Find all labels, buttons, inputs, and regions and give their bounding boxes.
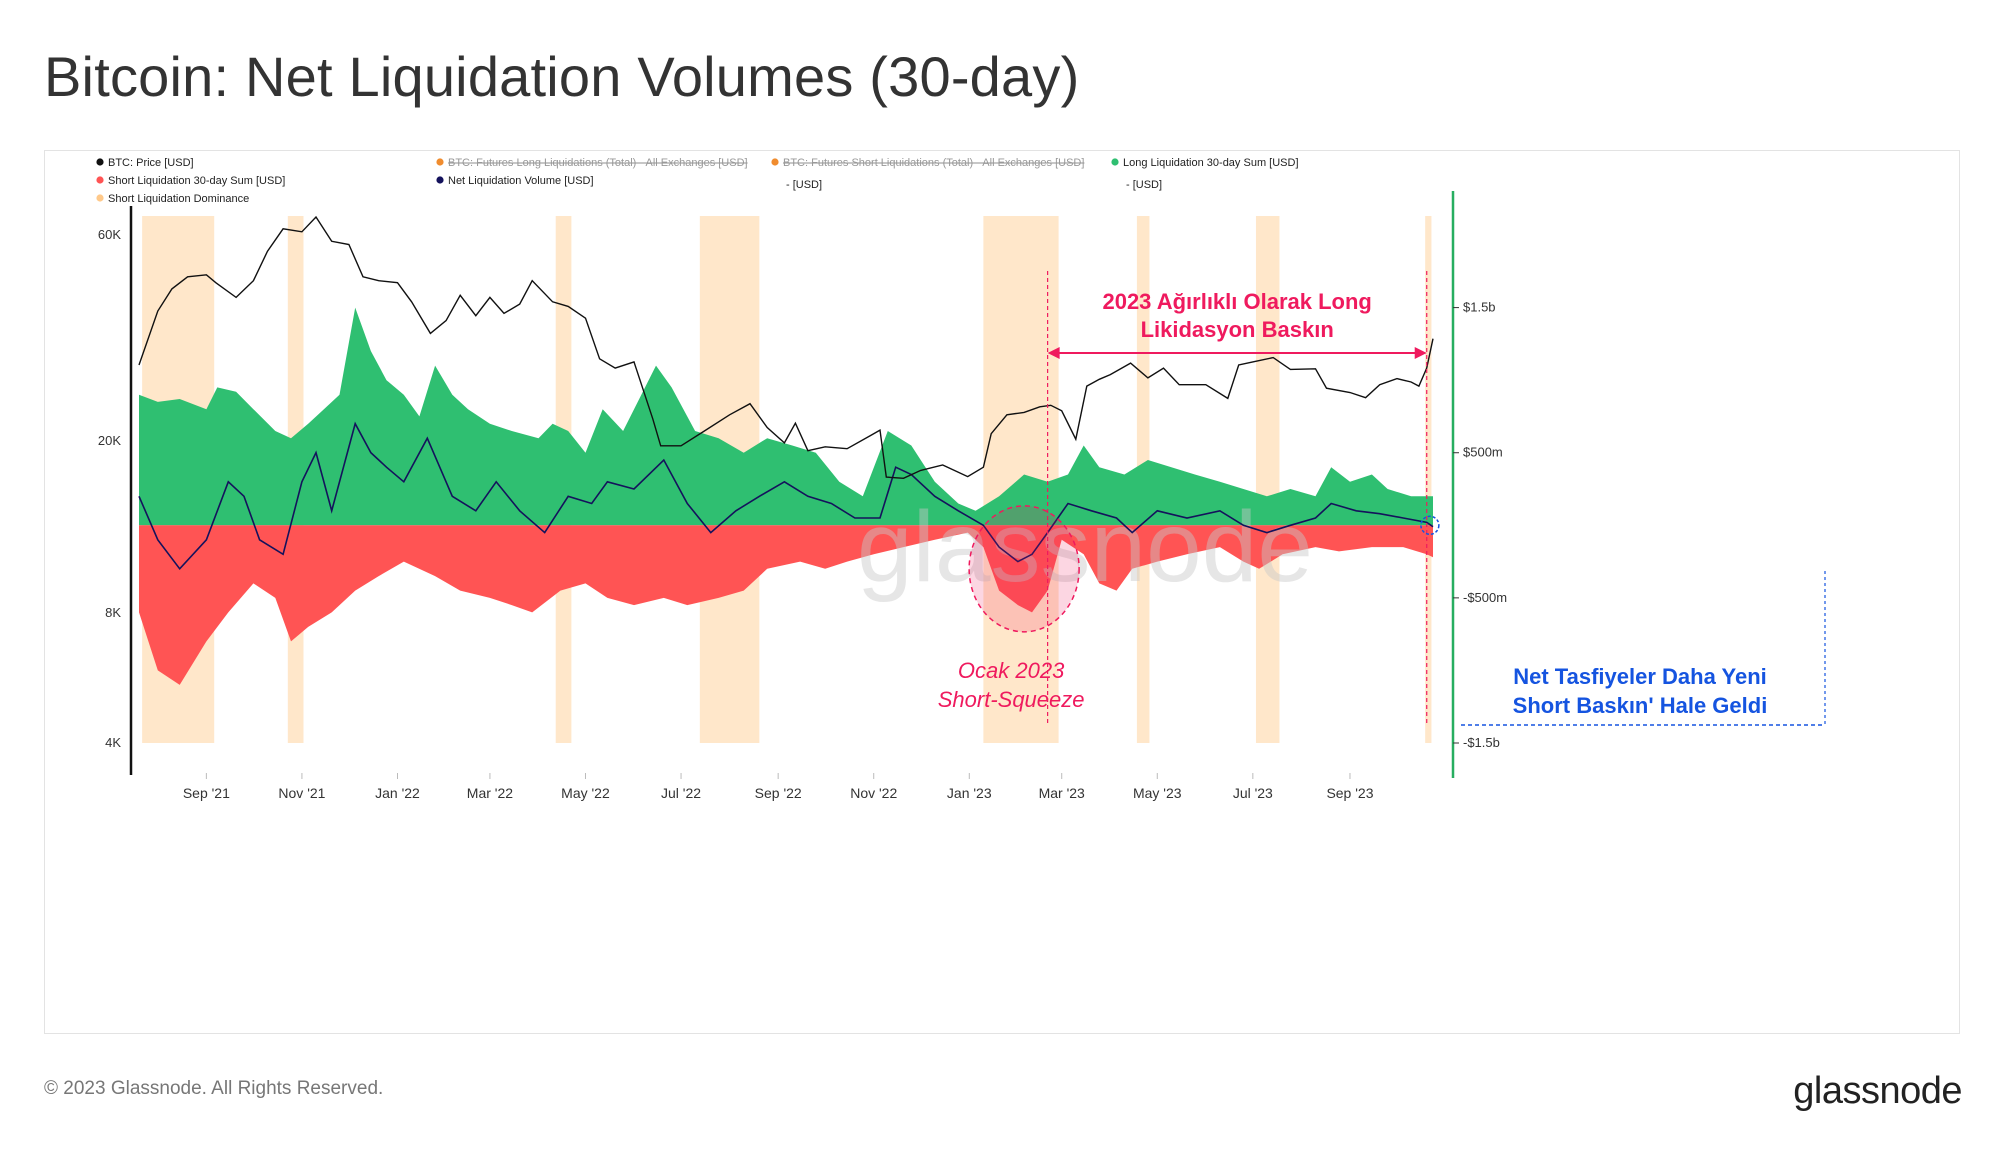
short-liquidation-area — [139, 525, 1433, 685]
right-axis-tick: -$500m — [1463, 590, 1507, 605]
x-axis-tick: May '23 — [1133, 785, 1182, 801]
x-axis-tick: Nov '21 — [278, 785, 325, 801]
right-axis-tick: -$1.5b — [1463, 735, 1500, 750]
recent-short-marker — [1420, 515, 1440, 536]
watermark: glassnode — [857, 491, 1313, 603]
dominance-band — [1425, 216, 1432, 743]
copyright: © 2023 Glassnode. All Rights Reserved. — [44, 1078, 384, 1099]
series-lines — [138, 215, 1434, 571]
long-liquidation-area — [139, 307, 1433, 526]
x-axis-tick: Jan '22 — [375, 785, 420, 801]
range-arrow-head-left — [1047, 347, 1060, 359]
recent-short-label-line1: Net Tasfiyeler Daha Yeni — [1513, 664, 1767, 689]
x-axis-tick: Nov '22 — [850, 785, 897, 801]
legend-label-suffix: - [USD] — [786, 179, 822, 191]
short-squeeze-label-line2: Short-Squeeze — [938, 687, 1085, 712]
left-axis-tick: 8K — [105, 605, 121, 620]
legend-marker — [96, 194, 104, 202]
legend-marker — [771, 158, 779, 166]
x-axis-tick: Sep '21 — [183, 785, 230, 801]
left-axis-tick: 60K — [98, 227, 121, 242]
x-axis-tick: Mar '23 — [1039, 785, 1085, 801]
x-axis-tick: Jul '22 — [661, 785, 701, 801]
short-squeeze-label-line1: Ocak 2023 — [958, 658, 1065, 683]
glassnode-logo: glassnode — [1793, 1070, 1962, 1112]
x-axis-tick: Sep '22 — [755, 785, 802, 801]
right-axis-tick: $1.5b — [1463, 300, 1496, 315]
short-squeeze-circle — [968, 505, 1080, 633]
chart-svg: BTC: Price [USD] BTC: Futures Long Liquid… — [96, 157, 1826, 801]
liquidation-areas — [139, 307, 1433, 685]
legend-label: Net Liquidation Volume [USD] — [448, 175, 594, 187]
legend-label: BTC: Futures Short Liquidations (Total) … — [783, 157, 1084, 169]
long-dominance-label-line2: Likidasyon Baskın — [1141, 317, 1334, 342]
x-axis-tick: May '22 — [561, 785, 610, 801]
range-arrow-head-right — [1414, 347, 1427, 359]
legend-marker — [436, 158, 444, 166]
annotations: 2023 Ağırlıklı Olarak Long Likidasyon Bas… — [938, 271, 1826, 726]
legend-label-suffix: - [USD] — [1126, 179, 1162, 191]
x-axis-tick: Jan '23 — [947, 785, 992, 801]
x-axis-tick: Jul '23 — [1233, 785, 1273, 801]
legend-marker — [436, 176, 444, 184]
legend-label: BTC: Price [USD] — [108, 157, 194, 169]
recent-short-label-line2: Short Baskın' Hale Geldi — [1513, 693, 1768, 718]
legend-label: Long Liquidation 30-day Sum [USD] — [1123, 157, 1299, 169]
legend: BTC: Price [USD] BTC: Futures Long Liquid… — [96, 157, 1299, 205]
legend-label: Short Liquidation 30-day Sum [USD] — [108, 175, 285, 187]
right-axis-tick: $500m — [1463, 445, 1503, 460]
axes: 4K 8K 20K 60K -$1.5b -$500m $500m $1.5b Sep '21 N… — [98, 191, 1507, 801]
x-axis-tick: Mar '22 — [467, 785, 513, 801]
dominance-band — [1255, 216, 1280, 743]
legend-marker — [96, 176, 104, 184]
page-title: Bitcoin: Net Liquidation Volumes (30-day… — [44, 45, 1080, 108]
x-axis-tick: Sep '23 — [1326, 785, 1373, 801]
chart-container: BTC: Price [USD] BTC: Futures Long Liquid… — [44, 150, 1960, 1034]
left-axis-tick: 20K — [98, 433, 121, 448]
legend-label: Short Liquidation Dominance — [108, 193, 249, 205]
legend-label: BTC: Futures Long Liquidations (Total) -… — [448, 157, 748, 169]
left-axis-tick: 4K — [105, 735, 121, 750]
legend-marker — [96, 158, 104, 166]
btc-price-line — [138, 215, 1434, 480]
long-dominance-label-line1: 2023 Ağırlıklı Olarak Long — [1102, 289, 1371, 314]
legend-marker — [1111, 158, 1119, 166]
net-liquidation-line — [138, 421, 1434, 571]
